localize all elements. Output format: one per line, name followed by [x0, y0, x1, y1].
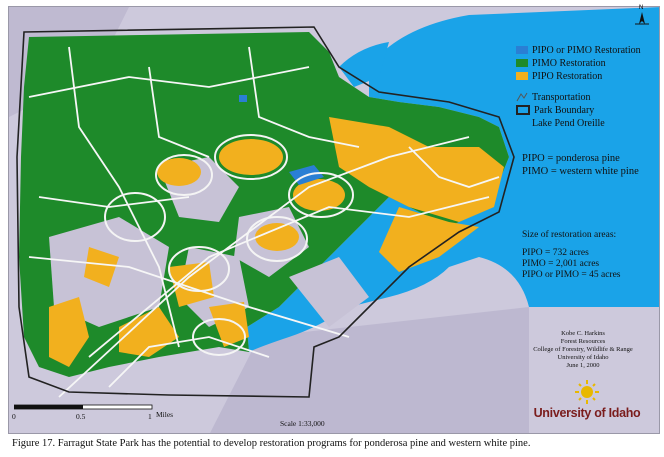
- pipo-restoration-area: [219, 139, 283, 175]
- legend-swatch-lake: [516, 119, 528, 127]
- legend-item-pimo: PIMO Restoration: [516, 57, 650, 69]
- scale-bar-graphic: [14, 404, 153, 410]
- pipo-restoration-area: [209, 302, 249, 347]
- open-area: [289, 257, 369, 327]
- university-logo: University of Idaho: [520, 378, 654, 426]
- size-header: Size of restoration areas:: [522, 230, 617, 240]
- legend-swatch-green: [516, 59, 528, 67]
- legend-label: Lake Pend Oreille: [532, 117, 605, 129]
- pipo-restoration-area: [293, 179, 345, 211]
- pipo-restoration-area: [157, 158, 201, 186]
- legend-label: Transportation: [532, 91, 591, 103]
- restoration-outline: [192, 318, 246, 356]
- terrain-shading-south: [210, 307, 529, 433]
- scale-tick-label: 1: [148, 412, 152, 421]
- figure-caption: Figure 17. Farragut State Park has the p…: [12, 438, 531, 449]
- pipo-or-pimo-restoration-area: [239, 95, 247, 102]
- legend-item-transportation: Transportation: [516, 91, 650, 103]
- definition-line: PIMO = western white pine: [522, 166, 639, 177]
- pipo-restoration-area: [169, 262, 214, 307]
- legend-label: Park Boundary: [534, 104, 595, 116]
- restoration-outline: [214, 134, 288, 180]
- transportation-road: [28, 66, 310, 98]
- transportation-road: [88, 196, 490, 358]
- credit-line: University of Idaho: [557, 354, 609, 361]
- restoration-outline: [246, 216, 308, 262]
- size-line: PIPO = 732 acres: [522, 248, 589, 258]
- scale-bar: 0 0.5 1 Miles: [12, 402, 173, 424]
- pipo-restoration-area: [255, 223, 299, 251]
- transportation-road: [248, 46, 360, 148]
- legend-label: PIPO Restoration: [532, 70, 603, 82]
- legend-label: PIMO Restoration: [532, 57, 606, 69]
- scale-unit: Miles: [156, 410, 174, 419]
- scale-ratio: Scale 1:33,000: [280, 419, 325, 428]
- transportation-road: [38, 196, 190, 208]
- park-map: [9, 7, 659, 433]
- size-line: PIPO or PIMO = 45 acres: [522, 270, 621, 280]
- species-definitions: PIPO = ponderosa pine PIMO = western whi…: [522, 152, 639, 178]
- pipo-restoration-area: [329, 117, 504, 222]
- scale-tick-label: 0: [12, 412, 16, 421]
- map-legend: PIPO or PIMO Restoration PIMO Restoratio…: [516, 44, 650, 130]
- legend-label: PIPO or PIMO Restoration: [532, 44, 641, 56]
- sun-logo-icon: [575, 380, 599, 404]
- credit-line: Kobe C. Harkins: [561, 330, 605, 337]
- credit-line: June 1, 2000: [566, 362, 600, 369]
- legend-swatch-yellow: [516, 72, 528, 80]
- transportation-road: [108, 336, 270, 388]
- legend-item-pipo-or-pimo: PIPO or PIMO Restoration: [516, 44, 650, 56]
- map-credit: Kobe C. Harkins Forest Resources College…: [518, 330, 648, 370]
- restoration-size-summary: Size of restoration areas: PIPO = 732 ac…: [522, 230, 621, 281]
- logo-text: University of Idaho: [533, 406, 641, 420]
- restoration-outline: [288, 172, 354, 218]
- boundary-outline-icon: [516, 105, 530, 115]
- pipo-restoration-area: [49, 297, 89, 367]
- legend-swatch-blue: [516, 46, 528, 54]
- definition-line: PIPO = ponderosa pine: [522, 153, 620, 164]
- transportation-road: [68, 46, 180, 348]
- legend-item-lake: Lake Pend Oreille: [516, 117, 650, 129]
- pipo-restoration-area: [84, 247, 119, 287]
- transportation-road: [148, 66, 210, 158]
- lake-pend-oreille: [247, 7, 659, 352]
- transportation-road: [58, 136, 470, 398]
- credit-line: Forest Resources: [560, 338, 606, 345]
- scale-tick-label: 0.5: [76, 412, 86, 421]
- transportation-road: [408, 146, 500, 188]
- pipo-restoration-area: [379, 207, 479, 272]
- park-boundary: [16, 26, 515, 398]
- size-line: PIMO = 2,001 acres: [522, 259, 600, 269]
- transportation-road: [28, 256, 350, 338]
- north-arrow: N: [632, 5, 652, 34]
- credit-line: College of Forestry, Wildlife & Range: [533, 346, 633, 353]
- legend-item-pipo: PIPO Restoration: [516, 70, 650, 82]
- restoration-outline: [155, 154, 213, 196]
- map-frame: [8, 6, 660, 434]
- legend-item-park-boundary: Park Boundary: [516, 104, 650, 116]
- north-label: N: [639, 5, 644, 11]
- transportation-line-icon: [516, 92, 528, 102]
- restoration-outline: [104, 192, 166, 242]
